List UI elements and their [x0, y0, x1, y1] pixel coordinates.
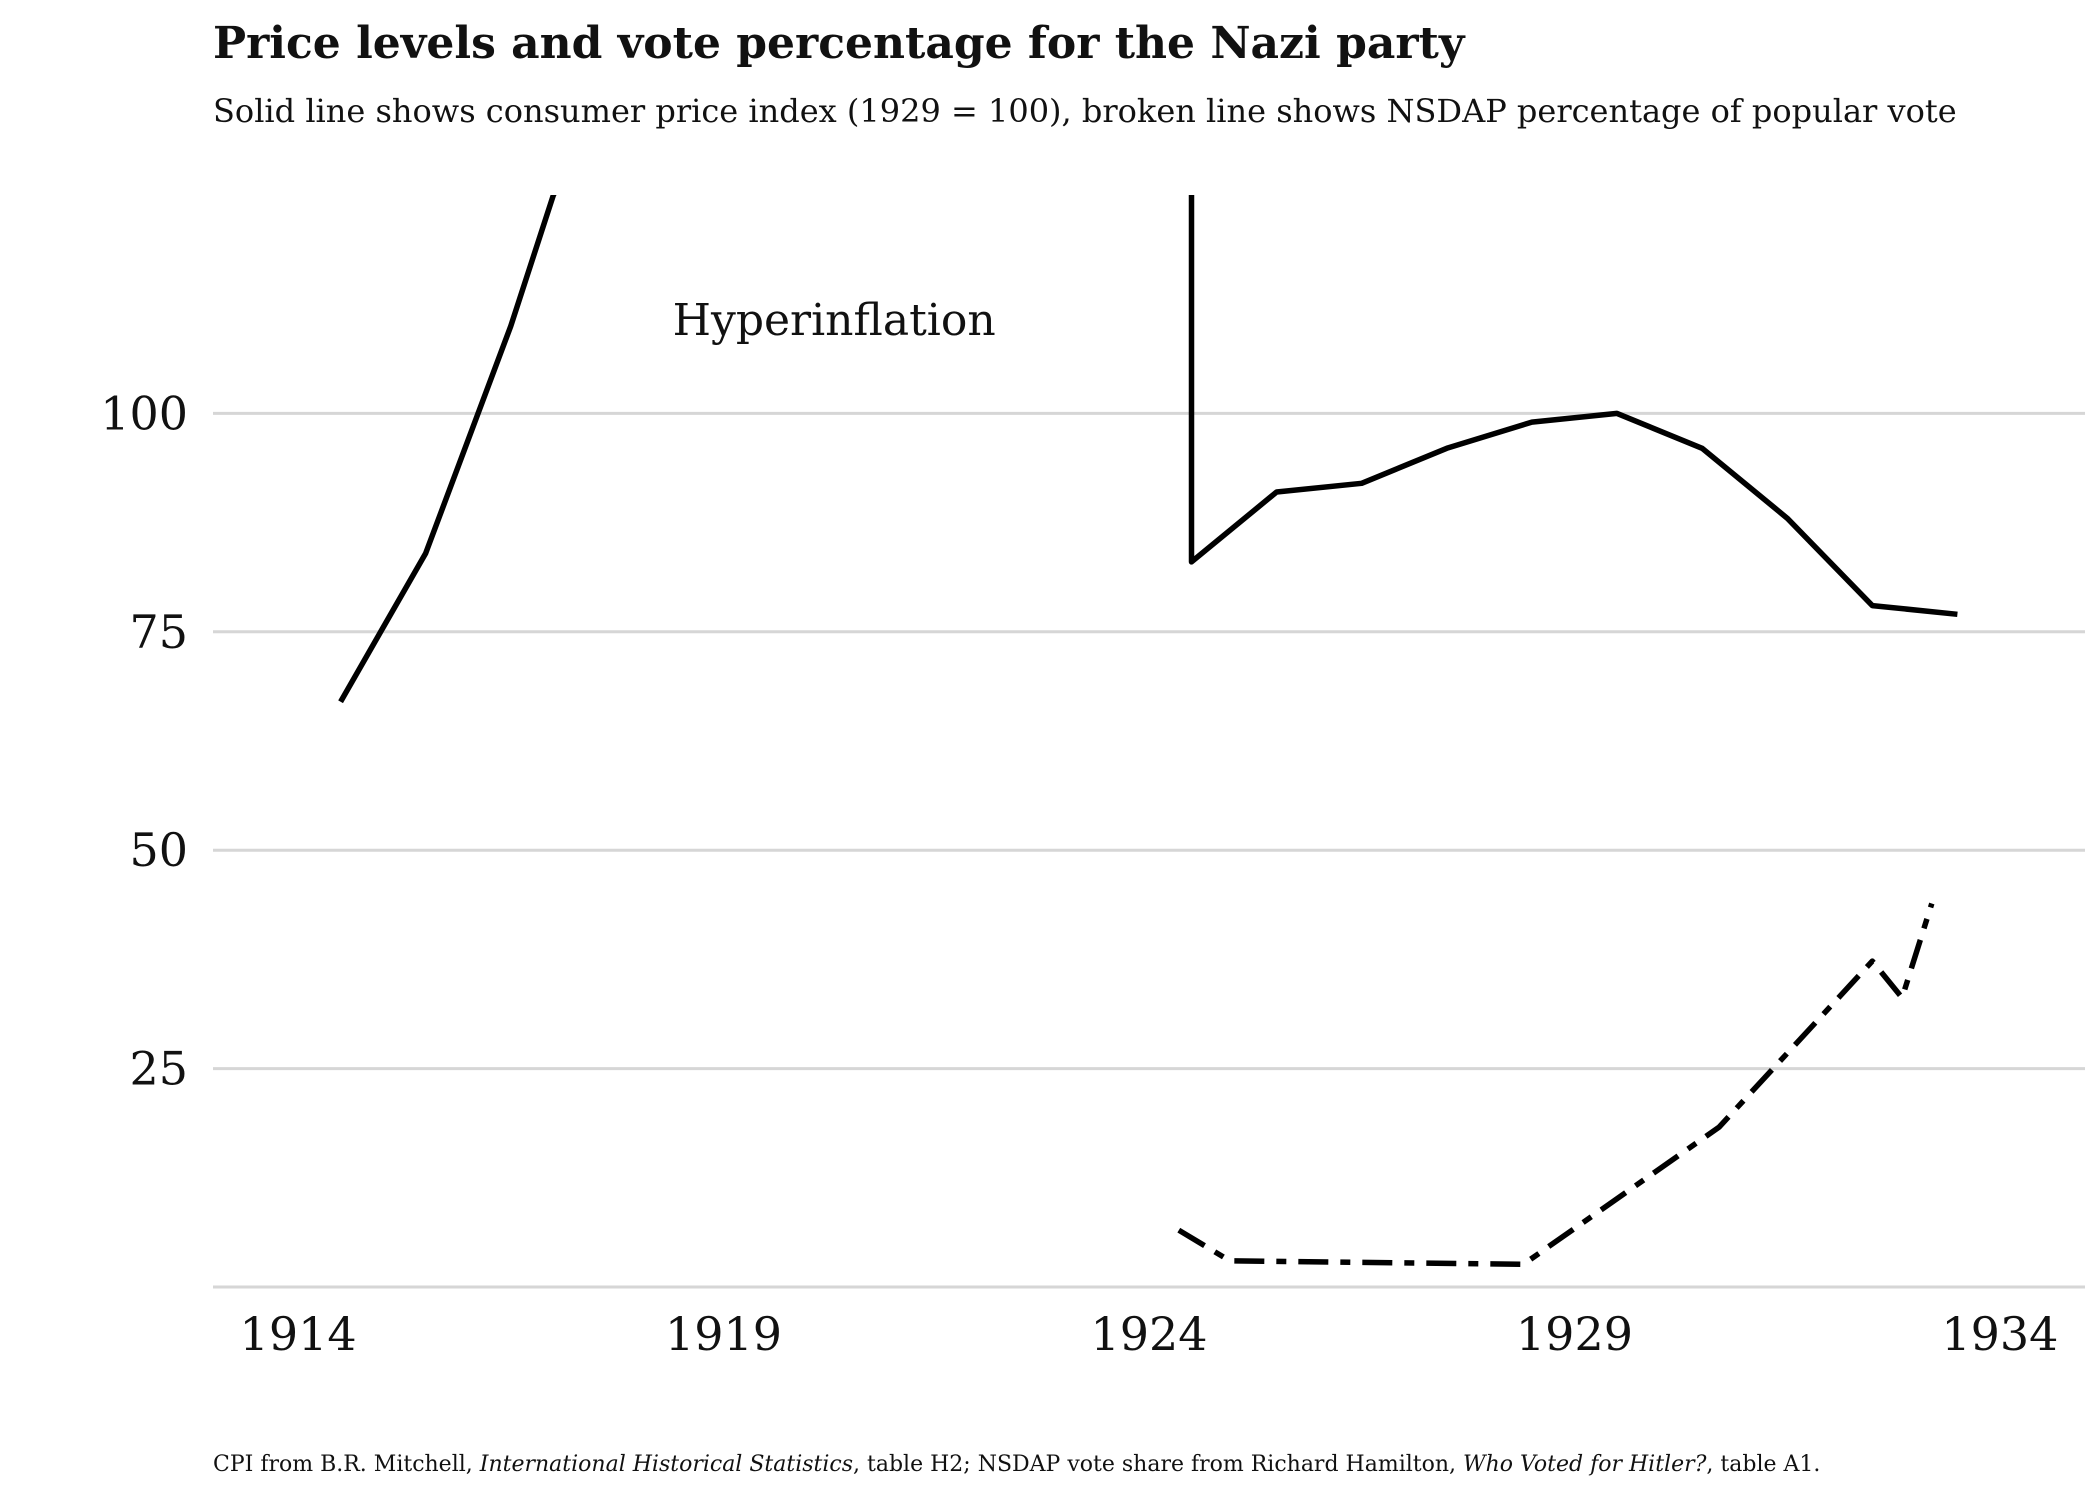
- y-tick-label: 75: [129, 605, 188, 659]
- y-tick-label: 50: [129, 823, 188, 877]
- caption-source-1: International Historical Statistics: [479, 1452, 854, 1477]
- x-tick-label: 1934: [1941, 1307, 2058, 1361]
- y-tick-label: 100: [100, 386, 188, 440]
- x-tick-label: 1919: [665, 1307, 782, 1361]
- caption-part-1: CPI from B.R. Mitchell,: [213, 1452, 480, 1477]
- cpi-line-segment-1: [1188, 195, 1958, 618]
- source-caption: CPI from B.R. Mitchell, International Hi…: [213, 1452, 1820, 1477]
- y-tick-label: 25: [129, 1042, 188, 1096]
- vote-line-segment-0: [1177, 902, 1935, 1268]
- chart-title: Price levels and vote percentage for the…: [213, 18, 1465, 69]
- cpi-line-segment-0: [338, 195, 557, 704]
- series-lines: [338, 195, 1958, 1268]
- caption-part-3: , table A1.: [1706, 1452, 1821, 1477]
- x-tick-label: 1929: [1516, 1307, 1633, 1361]
- chart-subtitle: Solid line shows consumer price index (1…: [213, 92, 1957, 130]
- x-tick-label: 1914: [240, 1307, 357, 1361]
- x-tick-label: 1924: [1090, 1307, 1207, 1361]
- y-axis-labels: 25 50 75 100: [100, 386, 188, 1095]
- grid-lines: [213, 411, 2085, 1289]
- annotation-hyperinflation: Hyperinflation: [673, 295, 996, 346]
- caption-source-2: Who Voted for Hitler?: [1463, 1452, 1707, 1477]
- caption-part-2: , table H2; NSDAP vote share from Richar…: [853, 1452, 1464, 1477]
- x-axis-labels: 1914 1919 1924 1929 1934: [240, 1307, 2059, 1361]
- annotations: Hyperinflation: [673, 295, 996, 346]
